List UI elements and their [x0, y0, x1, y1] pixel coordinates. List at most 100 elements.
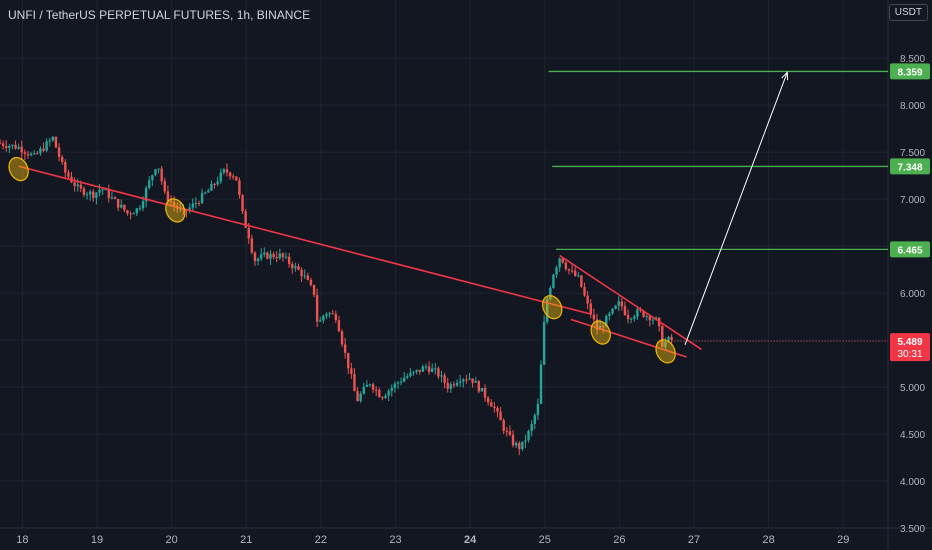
candle-body	[350, 368, 353, 374]
candle-body	[275, 257, 278, 259]
candle-body	[287, 256, 291, 265]
candle-body	[399, 381, 403, 383]
candle-body	[530, 423, 533, 431]
candle-body	[135, 208, 139, 214]
candle-body	[533, 415, 536, 424]
candle-body	[611, 308, 614, 314]
candle-body	[300, 269, 303, 276]
candle-body	[172, 202, 176, 206]
projection-arrow-line	[684, 72, 788, 345]
y-tick-label: 3.500	[900, 524, 925, 535]
candle-body	[312, 284, 316, 296]
candle-body	[468, 378, 471, 380]
candle-body	[331, 313, 334, 315]
candle-body	[396, 382, 400, 384]
candle-body	[577, 275, 580, 277]
x-tick-label: 27	[688, 534, 700, 546]
candle-body	[378, 389, 381, 398]
candle-body	[595, 319, 599, 330]
candle-body	[620, 301, 624, 307]
candle-body	[452, 384, 456, 386]
candle-body	[1, 143, 5, 146]
y-tick-label: 4.500	[900, 430, 925, 441]
candle-body	[384, 395, 387, 399]
candle-body	[216, 181, 219, 185]
candle-body	[76, 184, 79, 186]
candle-body	[340, 331, 344, 345]
x-tick-label: 22	[315, 534, 327, 546]
candle-body	[138, 208, 142, 210]
candle-body	[67, 172, 70, 177]
candle-body	[542, 321, 546, 365]
candle-body	[306, 275, 310, 280]
candle-body	[430, 368, 434, 372]
candle-body	[356, 391, 359, 402]
candle-body	[36, 153, 39, 155]
candle-body	[259, 254, 263, 259]
candle-body	[26, 153, 30, 156]
candle-body	[583, 286, 586, 296]
x-tick-label: 25	[539, 534, 551, 546]
candle-body	[511, 434, 515, 446]
candle-body	[586, 295, 589, 304]
candle-body	[645, 316, 648, 318]
candle-body	[88, 191, 92, 195]
y-tick-label: 6.000	[900, 289, 925, 300]
x-tick-label: 29	[837, 534, 849, 546]
candle-body	[278, 253, 282, 259]
candle-body	[455, 382, 459, 386]
candle-body	[319, 320, 322, 322]
candle-body	[253, 252, 257, 262]
target-price-label: 8.359	[897, 67, 922, 78]
candle-body	[362, 386, 365, 394]
candle-body	[390, 387, 393, 391]
candle-body	[567, 269, 571, 271]
candle-body	[98, 189, 101, 193]
candle-body	[347, 352, 350, 369]
candle-body	[315, 295, 319, 322]
x-tick-label: 20	[166, 534, 178, 546]
candle-body	[629, 318, 633, 320]
target-price-tag	[890, 63, 930, 80]
candle-body	[552, 274, 555, 288]
currency-label[interactable]: USDT	[888, 4, 928, 21]
candle-body	[238, 180, 241, 195]
candle-body	[483, 388, 487, 398]
candle-body	[458, 381, 462, 383]
candle-body	[605, 316, 608, 327]
candle-body	[45, 141, 48, 151]
candle-body	[415, 369, 418, 372]
candle-body	[636, 309, 639, 317]
candle-body	[33, 153, 36, 155]
y-tick-label: 4.000	[900, 477, 925, 488]
candle-body	[210, 183, 213, 191]
candle-body	[194, 203, 198, 205]
candle-body	[412, 371, 415, 373]
target-price-tag	[890, 158, 930, 175]
candle-body	[337, 320, 341, 332]
candle-body	[365, 384, 369, 387]
candle-body	[213, 183, 216, 185]
candle-body	[480, 388, 484, 392]
candle-body	[154, 169, 157, 176]
trendline	[559, 254, 702, 351]
candle-body	[179, 208, 182, 210]
candle-body	[64, 162, 67, 173]
y-tick-label: 8.500	[900, 54, 925, 65]
candle-body	[141, 201, 145, 209]
candle-body	[29, 153, 33, 156]
y-tick-label: 7.000	[900, 195, 925, 206]
candle-body	[188, 207, 191, 212]
candle-body	[617, 301, 620, 306]
candle-body	[17, 146, 20, 149]
x-tick-label: 23	[389, 534, 401, 546]
candle-body	[23, 152, 27, 154]
candle-body	[409, 372, 412, 377]
candle-body	[309, 279, 313, 285]
candle-body	[462, 379, 465, 382]
target-price-label: 6.465	[897, 245, 922, 256]
x-tick-label: 28	[762, 534, 774, 546]
candle-body	[247, 227, 250, 239]
candle-body	[241, 194, 244, 212]
